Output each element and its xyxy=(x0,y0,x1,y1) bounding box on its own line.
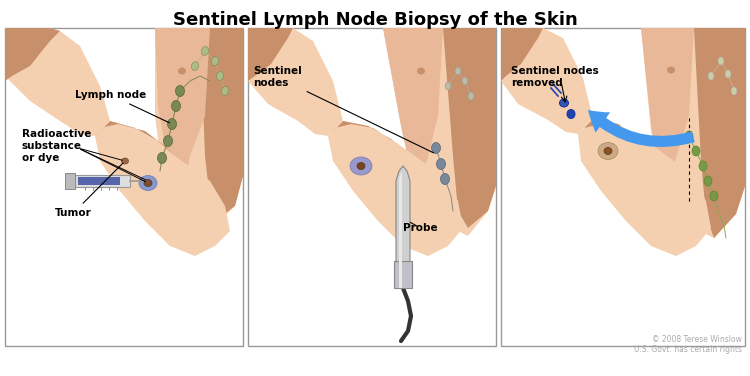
Ellipse shape xyxy=(708,72,714,80)
Ellipse shape xyxy=(158,153,166,164)
Ellipse shape xyxy=(731,87,737,95)
Polygon shape xyxy=(578,119,711,256)
Polygon shape xyxy=(501,28,593,134)
Text: Lymph node: Lymph node xyxy=(75,90,170,123)
Ellipse shape xyxy=(604,147,612,155)
Ellipse shape xyxy=(704,176,712,186)
Ellipse shape xyxy=(217,71,223,80)
Ellipse shape xyxy=(560,99,568,107)
Ellipse shape xyxy=(431,143,440,153)
Ellipse shape xyxy=(667,67,675,73)
Polygon shape xyxy=(75,175,130,187)
Ellipse shape xyxy=(710,191,718,201)
Polygon shape xyxy=(641,28,694,184)
Ellipse shape xyxy=(468,92,474,100)
Polygon shape xyxy=(155,28,243,231)
Polygon shape xyxy=(328,121,403,151)
Ellipse shape xyxy=(685,131,693,141)
Polygon shape xyxy=(578,119,651,148)
Text: Sentinel
nodes: Sentinel nodes xyxy=(253,67,434,153)
Polygon shape xyxy=(694,28,745,238)
Polygon shape xyxy=(328,121,463,256)
Ellipse shape xyxy=(357,162,365,170)
Ellipse shape xyxy=(455,67,461,75)
Ellipse shape xyxy=(718,57,724,65)
Polygon shape xyxy=(5,28,110,136)
Polygon shape xyxy=(78,177,120,185)
Ellipse shape xyxy=(462,77,468,85)
Polygon shape xyxy=(641,28,745,238)
Ellipse shape xyxy=(725,70,731,78)
Polygon shape xyxy=(399,171,402,288)
Polygon shape xyxy=(5,28,60,81)
Ellipse shape xyxy=(211,56,218,65)
Ellipse shape xyxy=(436,159,445,170)
Polygon shape xyxy=(394,261,412,288)
Polygon shape xyxy=(200,28,243,221)
Ellipse shape xyxy=(440,173,449,185)
Polygon shape xyxy=(248,28,293,81)
Ellipse shape xyxy=(176,85,184,97)
Text: Sentinel nodes
removed: Sentinel nodes removed xyxy=(511,66,598,88)
Polygon shape xyxy=(501,28,543,81)
Text: Tumor: Tumor xyxy=(55,163,123,218)
Polygon shape xyxy=(95,121,175,156)
Polygon shape xyxy=(383,28,443,181)
Ellipse shape xyxy=(598,143,618,159)
Ellipse shape xyxy=(172,100,181,112)
Polygon shape xyxy=(443,28,496,228)
Ellipse shape xyxy=(221,86,229,96)
Ellipse shape xyxy=(191,62,199,70)
Ellipse shape xyxy=(122,158,128,164)
Text: Sentinel Lymph Node Biopsy of the Skin: Sentinel Lymph Node Biopsy of the Skin xyxy=(172,11,578,29)
FancyArrowPatch shape xyxy=(588,110,694,147)
Text: Probe: Probe xyxy=(403,222,438,233)
Polygon shape xyxy=(383,28,496,236)
Text: Radioactive
substance
or dye: Radioactive substance or dye xyxy=(22,129,92,162)
Bar xyxy=(501,28,745,346)
Bar xyxy=(248,28,496,346)
Ellipse shape xyxy=(202,47,208,55)
Ellipse shape xyxy=(164,135,172,147)
Ellipse shape xyxy=(692,146,700,156)
Ellipse shape xyxy=(144,179,152,186)
Ellipse shape xyxy=(567,109,575,118)
Text: © 2008 Terese Winslow
U.S. Govt. has certain rights: © 2008 Terese Winslow U.S. Govt. has cer… xyxy=(634,335,742,354)
Ellipse shape xyxy=(167,118,176,129)
Polygon shape xyxy=(155,28,210,181)
Bar xyxy=(5,28,243,346)
Ellipse shape xyxy=(417,68,425,74)
Ellipse shape xyxy=(445,82,451,90)
Polygon shape xyxy=(248,28,343,136)
Ellipse shape xyxy=(139,176,157,191)
Ellipse shape xyxy=(178,68,186,74)
Ellipse shape xyxy=(699,161,707,171)
Polygon shape xyxy=(65,173,75,189)
Ellipse shape xyxy=(350,157,372,175)
Polygon shape xyxy=(95,121,230,256)
Polygon shape xyxy=(396,166,410,288)
